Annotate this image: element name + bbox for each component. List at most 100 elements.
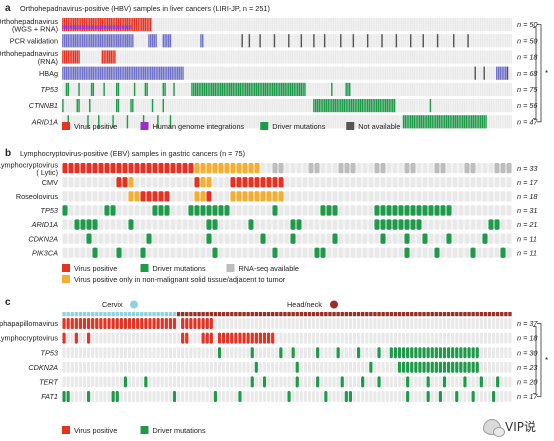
grid-cell (492, 18, 494, 32)
grid-cell (302, 34, 304, 48)
grid-cell (101, 99, 104, 113)
mark-driver (254, 361, 258, 373)
grid-cell (277, 18, 279, 32)
grid-cell (397, 18, 399, 32)
grid-cell (413, 99, 416, 113)
cohort-cell (246, 312, 250, 317)
grid-cell (322, 66, 324, 80)
grid-cell (316, 332, 320, 344)
grid-cell (345, 66, 347, 80)
mark-virus (80, 18, 82, 32)
grid-cell (326, 191, 332, 202)
mark-driver (345, 99, 347, 113)
mark-virus (110, 18, 113, 32)
grid-cell (492, 99, 494, 113)
mark-driver (280, 82, 283, 96)
grid-cell (476, 247, 482, 258)
grid-cell (250, 318, 254, 329)
grid-cell (363, 115, 365, 129)
grid-cell (279, 115, 281, 129)
grid-cell (266, 205, 272, 216)
grid-cell (497, 18, 500, 32)
grid-cell (309, 50, 312, 64)
grid-cell (155, 115, 157, 129)
grid-cell (241, 99, 243, 113)
grid-cell (203, 34, 206, 48)
grid-cell (217, 318, 222, 329)
grid-cell (476, 82, 478, 96)
grid-cell (481, 34, 484, 48)
grid-cell (66, 376, 70, 388)
mark-not_available (300, 34, 303, 48)
mark-not_available (453, 34, 455, 48)
grid-cell (262, 50, 265, 64)
grid-cell (344, 247, 350, 258)
grid-cell (476, 191, 482, 202)
grid-cell (189, 376, 193, 388)
grid-cell (494, 205, 500, 216)
mark-integration (101, 25, 104, 29)
grid-cell (260, 219, 266, 230)
mark-driver (291, 82, 294, 96)
grid-cell (119, 115, 121, 129)
grid-cell (98, 191, 104, 202)
grid-cell (175, 18, 177, 32)
grid-cell (350, 247, 356, 258)
cohort-cell (193, 312, 197, 317)
grid-cell (132, 115, 134, 129)
grid-cell (297, 18, 299, 32)
grid-cell (359, 34, 362, 48)
grid-cell (169, 18, 172, 32)
grid-cell (166, 115, 168, 129)
grid-cell (377, 332, 381, 344)
grid-cell (302, 177, 308, 188)
grid-cell (444, 50, 446, 64)
grid-cell (442, 99, 444, 113)
mark-pcr (128, 66, 130, 80)
grid-cell (320, 115, 322, 129)
grid-cell (336, 18, 338, 32)
grid-cell (433, 18, 435, 32)
grid-cell (397, 391, 402, 402)
grid-cell (214, 50, 217, 64)
grid-cell (369, 376, 373, 388)
grid-cell (98, 247, 104, 258)
grid-cell (463, 82, 466, 96)
grid-cell (442, 318, 447, 329)
grid-cell (115, 115, 118, 129)
grid-cell (418, 66, 421, 80)
grid-cell (305, 18, 308, 32)
mark-virus (114, 18, 116, 32)
mark-pcr (202, 34, 204, 48)
grid-cell (506, 247, 512, 258)
grid-cell (182, 18, 184, 32)
mark-pcr (90, 34, 93, 48)
grid-cell (119, 82, 121, 96)
mark-driver (404, 233, 410, 244)
mark-driver (327, 99, 329, 113)
grid-cell (295, 347, 299, 359)
grid-cell (341, 82, 344, 96)
grid-cell (223, 50, 225, 64)
grid-cell (449, 50, 451, 64)
grid-cell (212, 18, 215, 32)
mark-driver (314, 99, 317, 113)
grid-cell (182, 177, 188, 188)
grid-cell (182, 219, 188, 230)
mark-virus (140, 191, 146, 202)
grid-cell (241, 115, 243, 129)
mark-virus (164, 318, 168, 329)
grid-cell (271, 376, 275, 388)
grid-cell (252, 66, 254, 80)
grid-cell (241, 18, 243, 32)
mark-driver (431, 115, 433, 129)
grid-cell (111, 376, 115, 388)
grid-cell (105, 82, 107, 96)
grid-cell (497, 34, 500, 48)
grid-cell (214, 115, 217, 129)
grid-cell (458, 177, 464, 188)
grid-cell (175, 82, 177, 96)
grid-cell (395, 99, 398, 113)
mark-pcr (180, 66, 182, 80)
grid-cell (284, 50, 286, 64)
